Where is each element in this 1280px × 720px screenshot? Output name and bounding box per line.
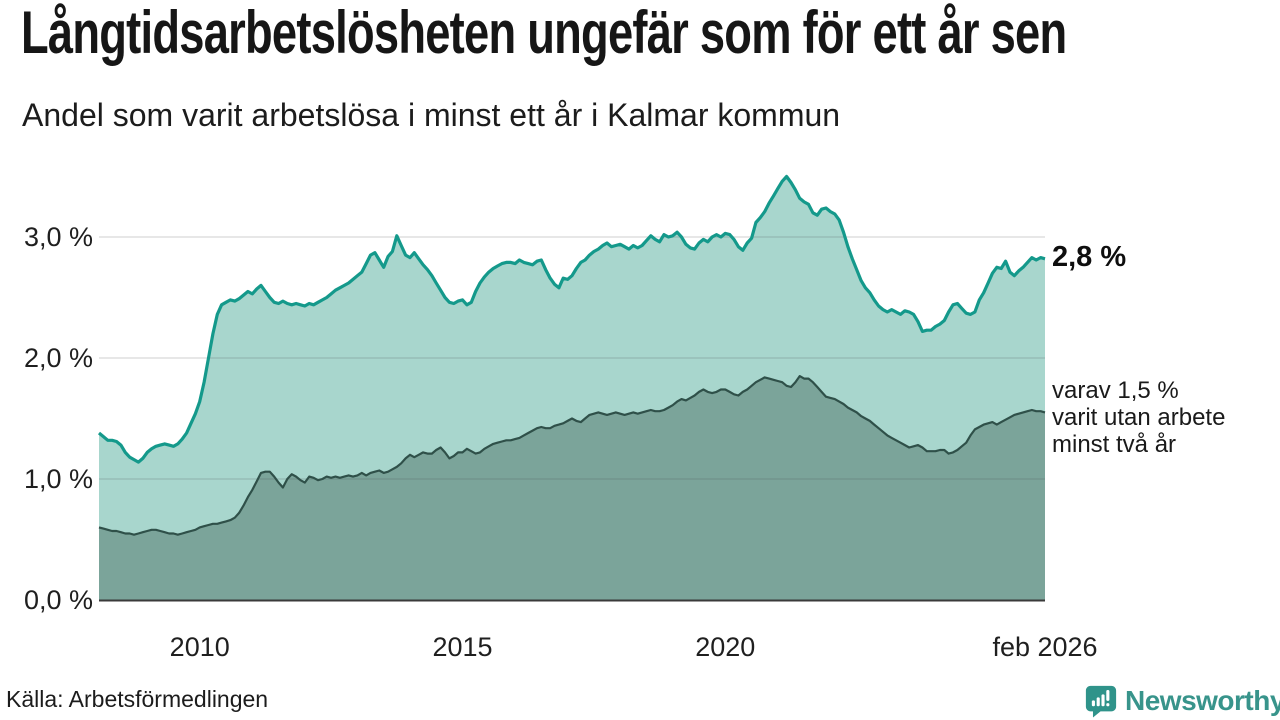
chart-subtitle: Andel som varit arbetslösa i minst ett å… bbox=[22, 97, 841, 133]
line-minst-tva-ar bbox=[98, 375, 1046, 536]
newsworthy-wordmark: Newsworthy bbox=[1125, 685, 1280, 716]
y-tick-label: 1,0 % bbox=[23, 464, 93, 494]
area-fills bbox=[99, 176, 1045, 600]
source-caption: Källa: Arbetsförmedlingen bbox=[6, 686, 269, 712]
x-tick-label: 2015 bbox=[432, 632, 493, 662]
y-tick-label: 3,0 % bbox=[23, 222, 93, 252]
series-lines bbox=[97, 174, 1046, 536]
x-tick-label: feb 2026 bbox=[992, 632, 1098, 662]
newsworthy-icon bbox=[1085, 685, 1117, 718]
line-minst-ett-ar bbox=[97, 174, 1046, 464]
y-tick-label: 0,0 % bbox=[23, 585, 93, 615]
page-title: Långtidsarbetslösheten ungefär som för e… bbox=[21, 0, 1067, 66]
x-tick-label: 2010 bbox=[169, 632, 230, 662]
gridlines bbox=[99, 236, 1045, 480]
y-tick-label: 2,0 % bbox=[23, 343, 93, 373]
x-tick-label: 2020 bbox=[695, 632, 756, 662]
newsworthy-logo: Newsworthy bbox=[1084, 684, 1280, 718]
varav-annotation: varav 1,5 % varit utan arbete minst två … bbox=[1052, 377, 1226, 458]
area-fill-minst-tva-ar bbox=[99, 376, 1045, 600]
end-value-label: 2,8 % bbox=[1052, 240, 1127, 273]
